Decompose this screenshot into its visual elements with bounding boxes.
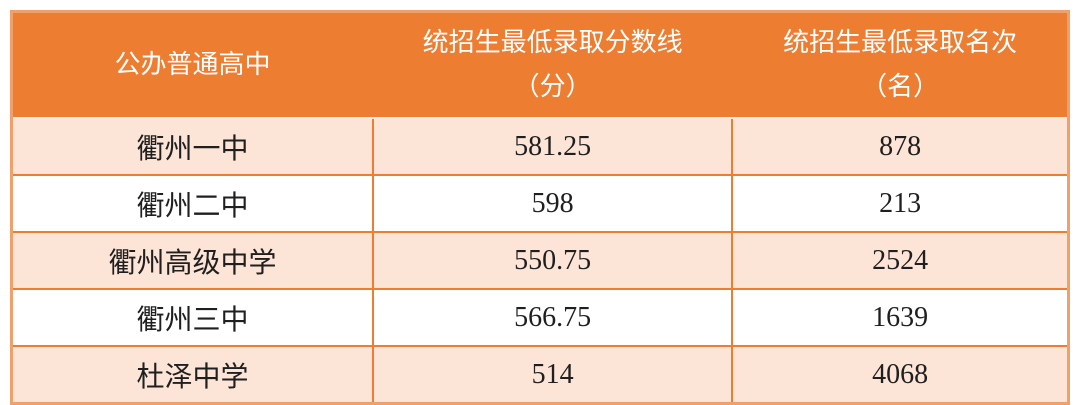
school-name-cell: 衢州三中 [10,288,374,347]
table-row: 衢州一中 581.25 878 [10,117,1070,176]
table-row: 衢州高级中学 550.75 2524 [10,231,1070,290]
score-cell: 581.25 [371,117,734,176]
table-row: 衢州三中 566.75 1639 [10,288,1070,347]
rank-cell: 878 [731,117,1070,176]
rank-cell: 2524 [731,231,1070,290]
score-cell: 566.75 [371,288,734,347]
admission-score-table: 公办普通高中 统招生最低录取分数线 （分） 统招生最低录取名次 （名） 衢州一中… [10,10,1070,405]
col-header-min-rank-label: 统招生最低录取名次 [783,28,1018,57]
score-cell: 598 [371,174,734,233]
col-header-min-rank: 统招生最低录取名次 （名） [731,10,1070,119]
rank-cell: 213 [731,174,1070,233]
table-row: 衢州二中 598 213 [10,174,1070,233]
score-cell: 550.75 [371,231,734,290]
table-row: 杜泽中学 514 4068 [10,345,1070,405]
school-name-cell: 杜泽中学 [10,345,374,405]
header-row: 公办普通高中 统招生最低录取分数线 （分） 统招生最低录取名次 （名） [10,10,1070,119]
col-header-min-score: 统招生最低录取分数线 （分） [371,10,734,119]
col-header-min-score-label: 统招生最低录取分数线 [422,28,683,57]
col-header-school-label: 公办普通高中 [114,50,271,79]
rank-cell: 4068 [731,345,1070,405]
rank-cell: 1639 [731,288,1070,347]
col-header-min-rank-unit: （名） [861,72,940,101]
col-header-school: 公办普通高中 [10,10,374,119]
col-header-min-score-unit: （分） [513,72,592,101]
score-cell: 514 [371,345,734,405]
school-name-cell: 衢州二中 [10,174,374,233]
school-name-cell: 衢州一中 [10,117,374,176]
school-name-cell: 衢州高级中学 [10,231,374,290]
